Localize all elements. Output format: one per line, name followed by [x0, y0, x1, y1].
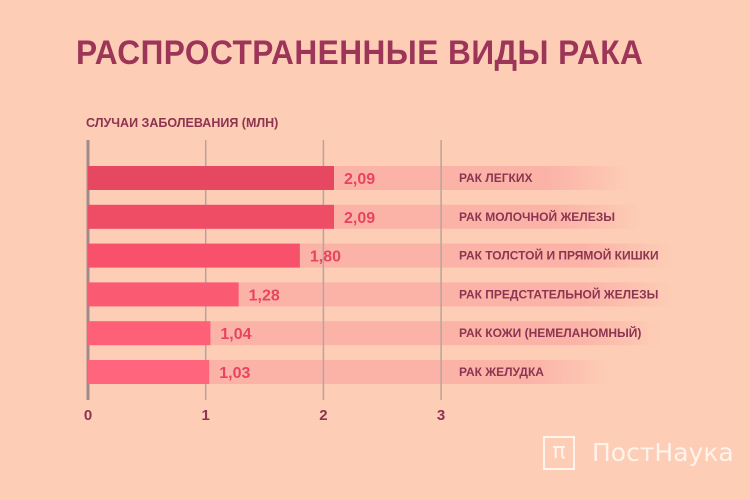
bar	[88, 321, 211, 346]
value-label: 2,09	[344, 210, 375, 227]
bar	[88, 243, 300, 268]
bar	[88, 166, 334, 190]
value-label: 1,03	[219, 365, 250, 382]
bar	[88, 204, 334, 229]
category-label: РАК МОЛОЧНОЙ ЖЕЛЕЗЫ	[459, 209, 615, 224]
category-label: РАК ПРЕДСТАТЕЛЬНОЙ ЖЕЛЕЗЫ	[459, 286, 658, 301]
axis-label: СЛУЧАИ ЗАБОЛЕВАНИЯ (МЛН)	[86, 116, 279, 130]
category-label: РАК ЛЕГКИХ	[459, 171, 532, 185]
postnauka-logo-icon: π	[543, 436, 575, 470]
value-label: 2,09	[344, 171, 375, 188]
chart-title: РАСПРОСТРАНЕННЫЕ ВИДЫ РАКА	[76, 34, 644, 72]
bar	[88, 282, 239, 307]
category-label: РАК ЖЕЛУДКА	[459, 365, 544, 379]
x-tick-label: 0	[84, 407, 92, 424]
value-label: 1,80	[310, 249, 341, 266]
x-tick-label: 3	[437, 407, 445, 424]
category-label: РАК КОЖИ (НЕМЕЛАНОМНЫЙ)	[459, 325, 641, 340]
x-tick-label: 1	[202, 407, 210, 424]
bar	[88, 360, 210, 384]
value-label: 1,04	[220, 326, 251, 343]
category-label: РАК ТОЛСТОЙ И ПРЯМОЙ КИШКИ	[459, 248, 659, 263]
value-label: 1,28	[249, 287, 280, 304]
logo-text: ПостНаука	[592, 438, 734, 467]
x-tick-label: 2	[319, 407, 327, 424]
